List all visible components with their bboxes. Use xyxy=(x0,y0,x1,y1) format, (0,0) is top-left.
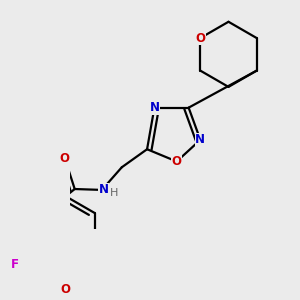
Text: O: O xyxy=(60,152,70,165)
Text: H: H xyxy=(110,188,119,198)
Text: O: O xyxy=(61,283,71,296)
Text: N: N xyxy=(195,133,205,146)
Text: N: N xyxy=(149,101,159,114)
Text: O: O xyxy=(172,155,182,168)
Text: O: O xyxy=(195,32,205,44)
Text: F: F xyxy=(11,258,19,271)
Text: N: N xyxy=(99,183,109,196)
